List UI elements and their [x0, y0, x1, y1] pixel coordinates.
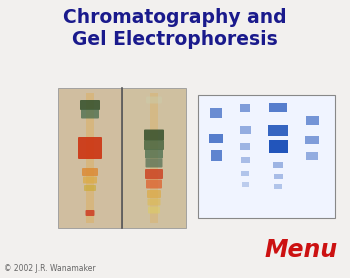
- Bar: [239, 126, 251, 134]
- Text: Menu: Menu: [265, 238, 338, 262]
- Bar: [150, 93, 158, 223]
- Bar: [209, 133, 223, 143]
- Bar: [210, 108, 222, 118]
- Bar: [241, 182, 248, 187]
- Bar: [58, 88, 122, 228]
- FancyBboxPatch shape: [145, 169, 163, 179]
- Bar: [274, 183, 282, 188]
- Text: Gel Electrophoresis: Gel Electrophoresis: [72, 30, 278, 49]
- FancyBboxPatch shape: [81, 110, 99, 118]
- FancyBboxPatch shape: [85, 210, 94, 216]
- Bar: [273, 162, 283, 168]
- FancyBboxPatch shape: [148, 207, 160, 214]
- FancyBboxPatch shape: [145, 150, 163, 158]
- Text: © 2002 J.R. Wanamaker: © 2002 J.R. Wanamaker: [4, 264, 96, 273]
- FancyBboxPatch shape: [146, 96, 162, 103]
- FancyBboxPatch shape: [78, 137, 102, 159]
- Bar: [122, 88, 186, 228]
- FancyBboxPatch shape: [147, 190, 161, 198]
- Bar: [240, 143, 250, 150]
- FancyBboxPatch shape: [82, 168, 98, 176]
- FancyBboxPatch shape: [144, 130, 164, 140]
- Bar: [241, 170, 249, 175]
- Bar: [306, 152, 318, 160]
- FancyBboxPatch shape: [146, 180, 162, 188]
- Bar: [273, 173, 282, 178]
- Bar: [210, 150, 222, 160]
- FancyBboxPatch shape: [84, 185, 96, 191]
- FancyBboxPatch shape: [80, 100, 100, 110]
- FancyBboxPatch shape: [144, 140, 164, 150]
- Bar: [198, 95, 335, 218]
- FancyBboxPatch shape: [146, 158, 162, 168]
- Bar: [306, 115, 318, 125]
- Text: Chromatography and: Chromatography and: [63, 8, 287, 27]
- FancyBboxPatch shape: [83, 177, 97, 183]
- Bar: [305, 136, 319, 144]
- Bar: [268, 140, 287, 153]
- FancyBboxPatch shape: [147, 198, 161, 205]
- Bar: [268, 125, 288, 135]
- Bar: [240, 104, 250, 112]
- Bar: [240, 157, 250, 163]
- Bar: [269, 103, 287, 111]
- Bar: [86, 93, 94, 223]
